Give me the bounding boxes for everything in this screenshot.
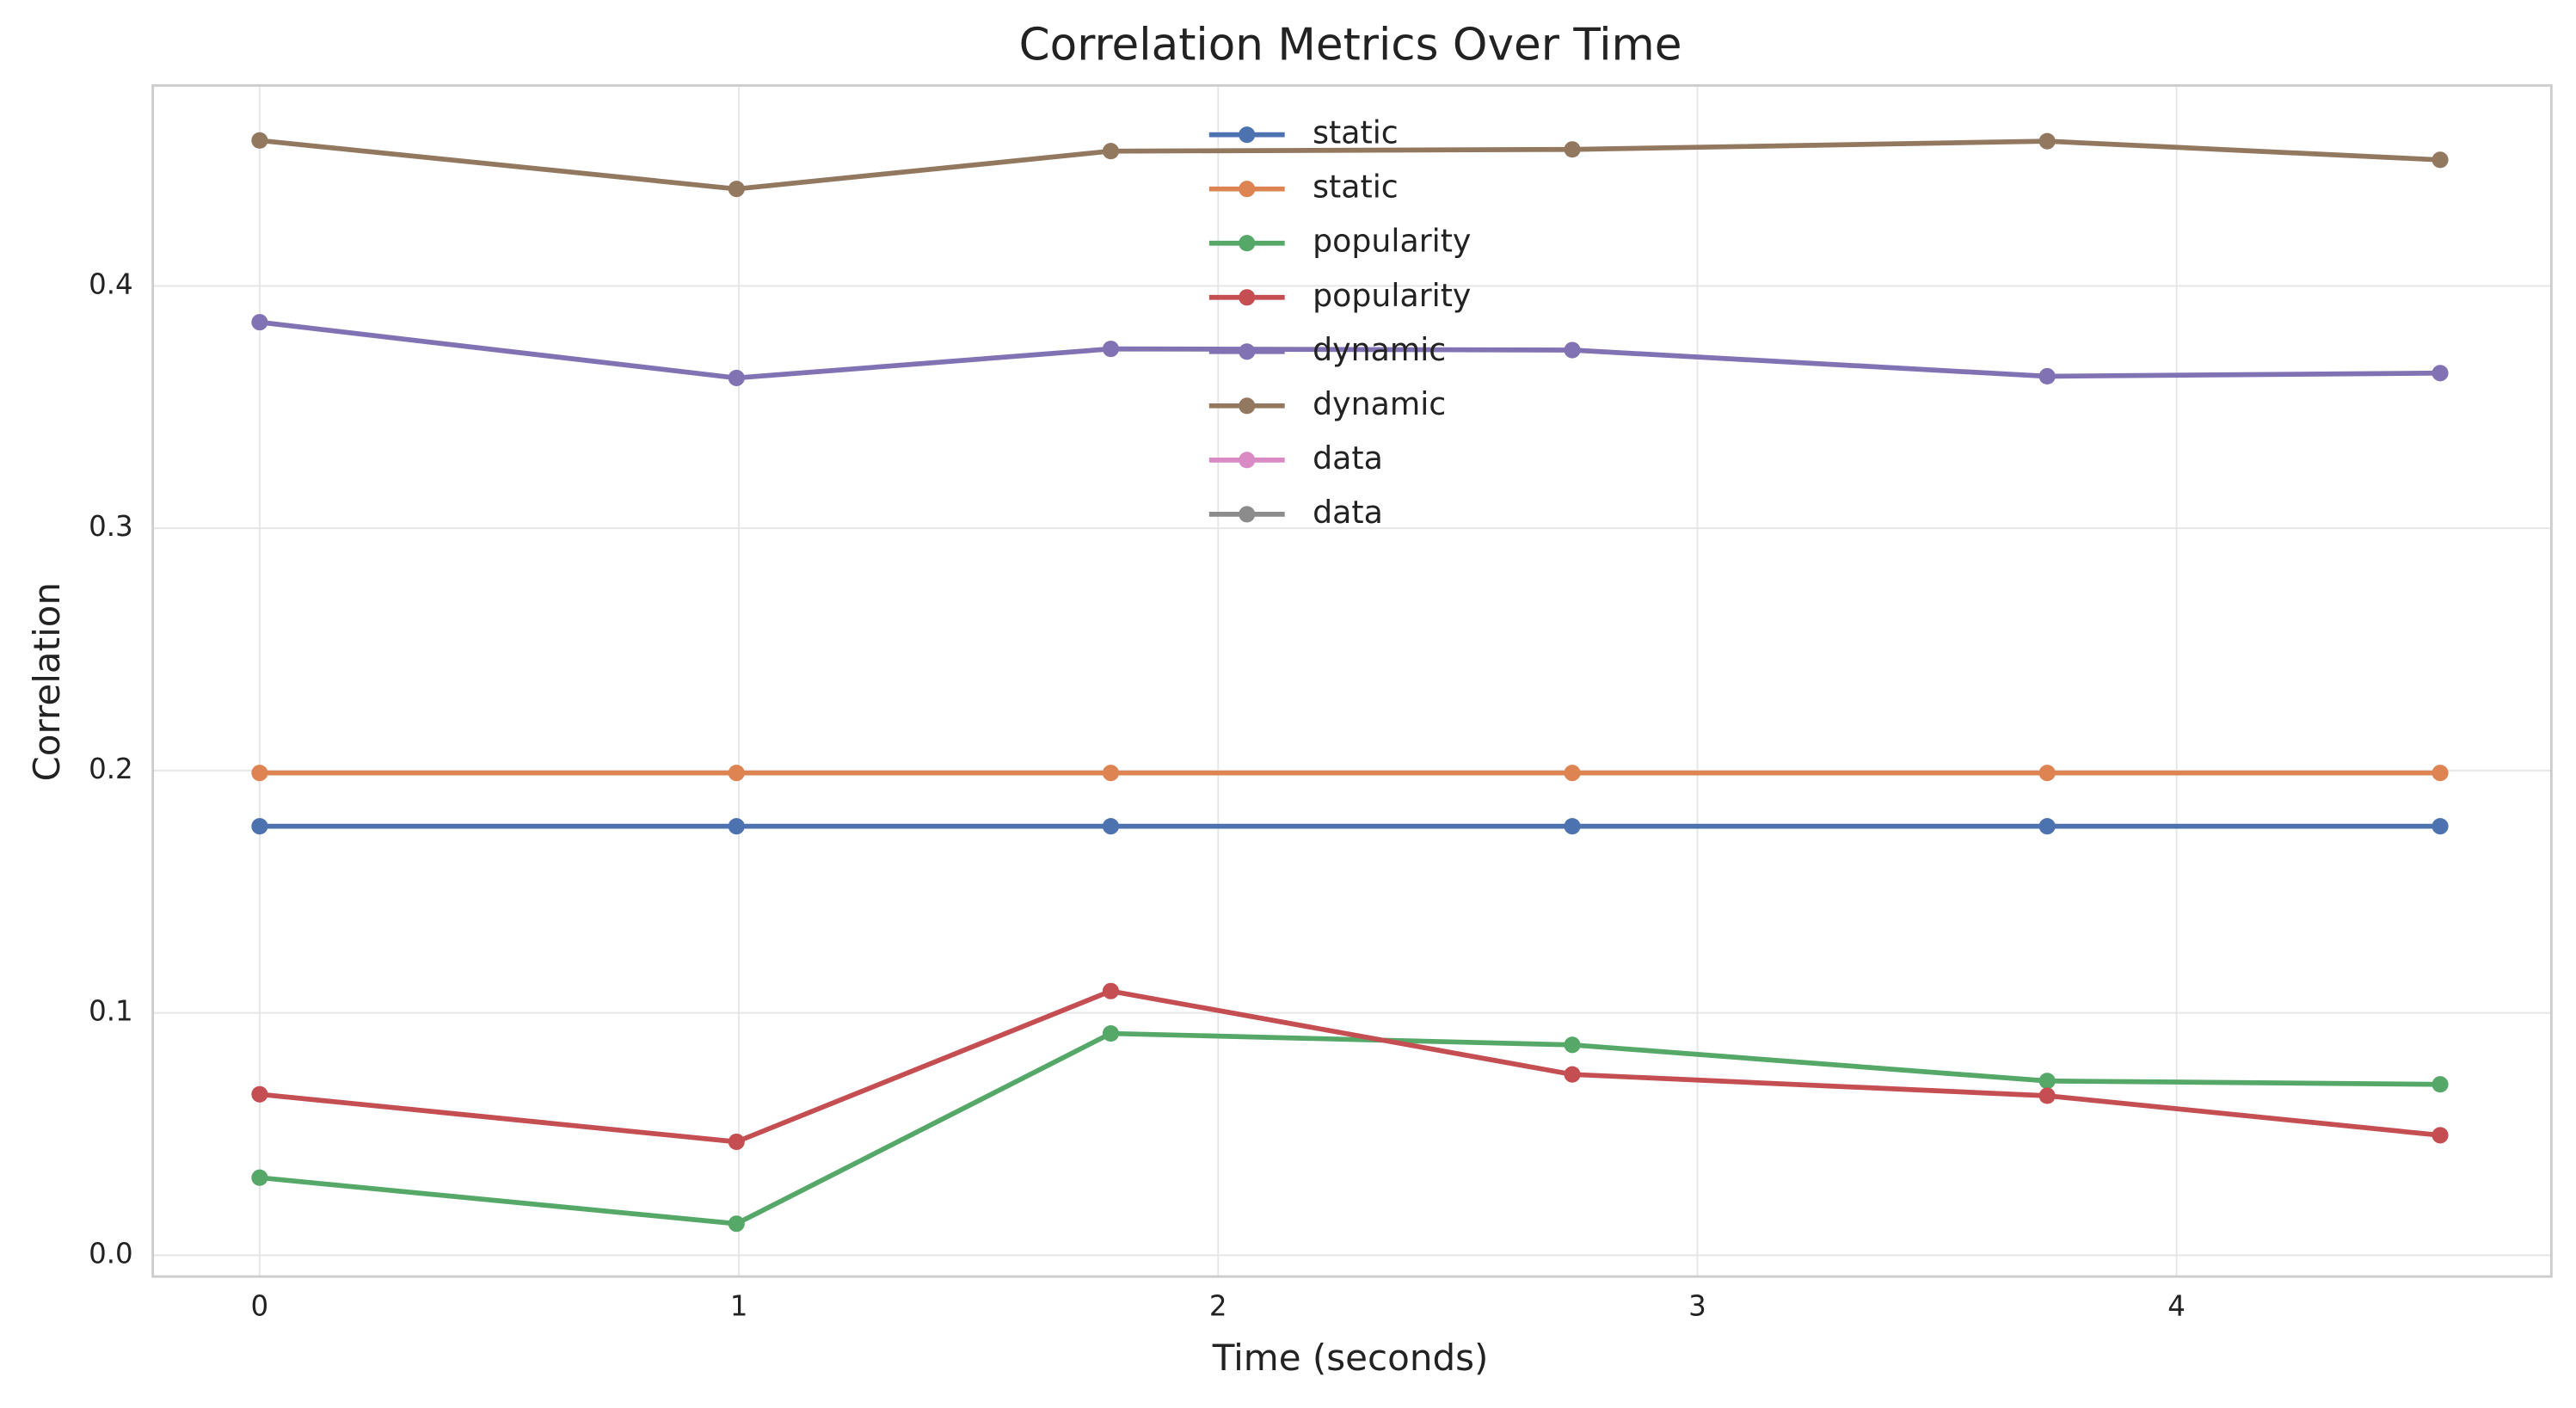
legend-label: data: [1313, 494, 1383, 531]
data-point: [728, 369, 745, 386]
legend-label: static: [1313, 114, 1399, 151]
y-axis-label: Correlation: [26, 582, 68, 782]
legend-marker: [1239, 343, 1256, 360]
y-tick-label: 0.4: [89, 267, 133, 300]
y-tick-label: 0.2: [89, 753, 133, 785]
x-tick-label: 1: [730, 1289, 748, 1322]
data-point: [1102, 765, 1120, 782]
data-point: [2432, 365, 2449, 382]
plot-frame: [151, 83, 2553, 1278]
data-point: [728, 765, 745, 782]
chart-title: Correlation Metrics Over Time: [1019, 19, 1682, 71]
data-point: [728, 818, 745, 835]
data-point: [1102, 1025, 1120, 1042]
data-point: [1102, 982, 1120, 999]
legend-label: data: [1313, 440, 1383, 477]
data-point: [251, 765, 268, 782]
data-point: [1102, 818, 1120, 835]
legend-label: dynamic: [1313, 331, 1446, 368]
x-axis-label: Time (seconds): [1212, 1337, 1489, 1379]
data-point: [2432, 818, 2449, 835]
legend-marker: [1239, 506, 1256, 523]
data-point: [1564, 141, 1581, 158]
data-point: [251, 314, 268, 331]
legend-label: static: [1313, 169, 1399, 206]
x-tick-label: 2: [1209, 1289, 1227, 1322]
series-line: [259, 319, 2441, 381]
data-point: [251, 132, 268, 149]
legend-marker: [1239, 235, 1256, 252]
data-point: [2038, 1087, 2056, 1104]
data-point: [2432, 1127, 2449, 1144]
legend-label: popularity: [1313, 223, 1471, 260]
data-point: [2038, 765, 2056, 782]
data-point: [2038, 1073, 2056, 1090]
series-line: [259, 138, 2441, 192]
data-point: [2432, 765, 2449, 782]
data-point: [2432, 151, 2449, 169]
data-point: [251, 818, 268, 835]
legend-label: popularity: [1313, 277, 1471, 314]
data-point: [251, 1169, 268, 1186]
data-point: [728, 1215, 745, 1233]
x-tick-label: 0: [251, 1289, 269, 1322]
data-point: [1564, 1036, 1581, 1054]
data-point: [251, 1085, 268, 1103]
data-point: [1564, 341, 1581, 359]
data-point: [1564, 765, 1581, 782]
data-point: [1564, 1066, 1581, 1083]
data-point: [1564, 818, 1581, 835]
data-point: [1102, 143, 1120, 160]
legend-marker: [1239, 289, 1256, 306]
legend-marker: [1239, 397, 1256, 415]
legend: static static popularity popularity dynamic d…: [1208, 114, 1471, 531]
x-tick-label: 4: [2167, 1289, 2186, 1322]
y-tick-label: 0.1: [89, 995, 133, 1028]
data-point: [2038, 818, 2056, 835]
series-line: [259, 988, 2441, 1145]
legend-marker: [1239, 181, 1256, 198]
legend-marker: [1239, 452, 1256, 469]
data-point: [728, 181, 745, 198]
series-line: [259, 1030, 2441, 1227]
y-tick-label: 0.3: [89, 510, 133, 543]
data-point: [728, 1133, 745, 1151]
legend-label: dynamic: [1313, 385, 1446, 422]
data-point: [2038, 367, 2056, 385]
legend-marker: [1239, 126, 1256, 144]
data-point: [2038, 132, 2056, 150]
data-point: [1102, 341, 1120, 358]
x-tick-label: 3: [1688, 1289, 1706, 1322]
y-tick-label: 0.0: [89, 1237, 133, 1270]
data-point: [2432, 1076, 2449, 1093]
